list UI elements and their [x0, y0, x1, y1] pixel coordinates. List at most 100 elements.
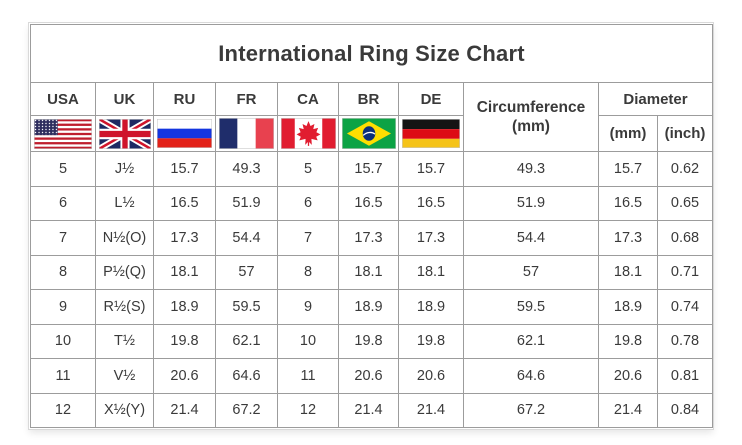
table-cell: X½(Y): [95, 392, 154, 428]
uk-flag-icon: [98, 118, 151, 149]
column-header-row: USA UK RU FR CA BR DE Circumference (mm)…: [30, 82, 713, 152]
flag-cell-canada: [277, 115, 339, 152]
table-row: 11 V½ 20.6 64.6 11 20.6 20.6 64.6 20.6 0.81: [30, 358, 713, 394]
table-cell: 8: [277, 254, 339, 290]
russia-flag-icon: [157, 119, 212, 148]
table-cell: J½: [95, 151, 154, 187]
table-cell: 15.7: [338, 151, 399, 187]
table-cell: 49.3: [463, 151, 599, 187]
table-row: 6 L½ 16.5 51.9 6 16.5 16.5 51.9 16.5 0.65: [30, 185, 713, 221]
table-cell: 0.71: [657, 254, 713, 290]
flag-cell-brazil: [338, 115, 399, 152]
table-cell: 17.3: [598, 220, 658, 256]
germany-flag-icon: [402, 119, 460, 148]
table-cell: 12: [277, 392, 339, 428]
table-cell: 0.81: [657, 358, 713, 394]
table-cell: 5: [277, 151, 339, 187]
table-cell: 62.1: [215, 323, 278, 359]
table-row: 7 N½(O) 17.3 54.4 7 17.3 17.3 54.4 17.3 0.68: [30, 220, 713, 256]
table-cell: R½(S): [95, 289, 154, 325]
table-cell: 51.9: [463, 185, 599, 221]
column-header-ru: RU: [153, 82, 216, 116]
table-cell: N½(O): [95, 220, 154, 256]
table-cell: 18.9: [598, 289, 658, 325]
table-cell: 67.2: [463, 392, 599, 428]
table-cell: T½: [95, 323, 154, 359]
table-cell: 11: [30, 358, 96, 394]
table-cell: 18.9: [153, 289, 216, 325]
circumference-label: Circumference: [476, 98, 586, 116]
column-header-uk: UK: [95, 82, 154, 116]
table-cell: 21.4: [153, 392, 216, 428]
table-cell: 17.3: [338, 220, 399, 256]
table-cell: 0.68: [657, 220, 713, 256]
table-row: 5 J½ 15.7 49.3 5 15.7 15.7 49.3 15.7 0.62: [30, 151, 713, 187]
table-cell: 9: [277, 289, 339, 325]
table-cell: P½(Q): [95, 254, 154, 290]
table-cell: 19.8: [598, 323, 658, 359]
table-row: 8 P½(Q) 18.1 57 8 18.1 18.1 57 18.1 0.71: [30, 254, 713, 290]
table-cell: 18.9: [338, 289, 399, 325]
table-cell: 5: [30, 151, 96, 187]
france-flag-icon: [219, 118, 274, 149]
table-cell: V½: [95, 358, 154, 394]
table-cell: 18.9: [398, 289, 464, 325]
circumference-unit: (mm): [512, 118, 550, 135]
table-cell: 6: [277, 185, 339, 221]
table-cell: 21.4: [398, 392, 464, 428]
page-title: International Ring Size Chart: [30, 24, 713, 83]
table-cell: 8: [30, 254, 96, 290]
column-header-fr: FR: [215, 82, 278, 116]
table-cell: 7: [277, 220, 339, 256]
table-cell: 7: [30, 220, 96, 256]
table-cell: 15.7: [153, 151, 216, 187]
ring-size-chart: International Ring Size Chart USA UK RU …: [29, 23, 713, 429]
flag-row: (mm) (inch): [30, 115, 713, 152]
table-cell: 0.78: [657, 323, 713, 359]
table-cell: 17.3: [398, 220, 464, 256]
table-cell: 54.4: [463, 220, 599, 256]
column-header-de: DE: [398, 82, 464, 116]
usa-flag-icon: [34, 118, 92, 149]
table-cell: 21.4: [338, 392, 399, 428]
canada-flag-icon: [280, 118, 336, 149]
table-cell: 0.84: [657, 392, 713, 428]
table-cell: 10: [30, 323, 96, 359]
table-cell: 11: [277, 358, 339, 394]
table-cell: 12: [30, 392, 96, 428]
ring-size-table: International Ring Size Chart USA UK RU …: [30, 24, 713, 428]
column-header-diameter: Diameter: [598, 82, 713, 116]
table-cell: 6: [30, 185, 96, 221]
table-cell: 18.1: [398, 254, 464, 290]
table-cell: 19.8: [153, 323, 216, 359]
table-cell: 51.9: [215, 185, 278, 221]
table-cell: 18.1: [338, 254, 399, 290]
column-header-ca: CA: [277, 82, 339, 116]
flag-cell-france: [215, 115, 278, 152]
flag-cell-uk: [95, 115, 154, 152]
table-cell: 49.3: [215, 151, 278, 187]
table-cell: 20.6: [598, 358, 658, 394]
table-cell: 64.6: [463, 358, 599, 394]
diameter-mm-header: (mm): [598, 115, 658, 152]
table-cell: 19.8: [338, 323, 399, 359]
table-cell: 10: [277, 323, 339, 359]
table-cell: 20.6: [338, 358, 399, 394]
table-cell: 15.7: [398, 151, 464, 187]
table-cell: 16.5: [598, 185, 658, 221]
table-cell: 16.5: [398, 185, 464, 221]
table-cell: 57: [463, 254, 599, 290]
table-cell: 18.1: [153, 254, 216, 290]
table-cell: 15.7: [598, 151, 658, 187]
flag-cell-germany: [398, 115, 464, 152]
table-cell: 54.4: [215, 220, 278, 256]
column-header-br: BR: [338, 82, 399, 116]
table-cell: 67.2: [215, 392, 278, 428]
table-cell: 19.8: [398, 323, 464, 359]
table-row: 9 R½(S) 18.9 59.5 9 18.9 18.9 59.5 18.9 0.74: [30, 289, 713, 325]
table-cell: 17.3: [153, 220, 216, 256]
table-cell: 20.6: [153, 358, 216, 394]
table-cell: 21.4: [598, 392, 658, 428]
table-cell: 0.65: [657, 185, 713, 221]
